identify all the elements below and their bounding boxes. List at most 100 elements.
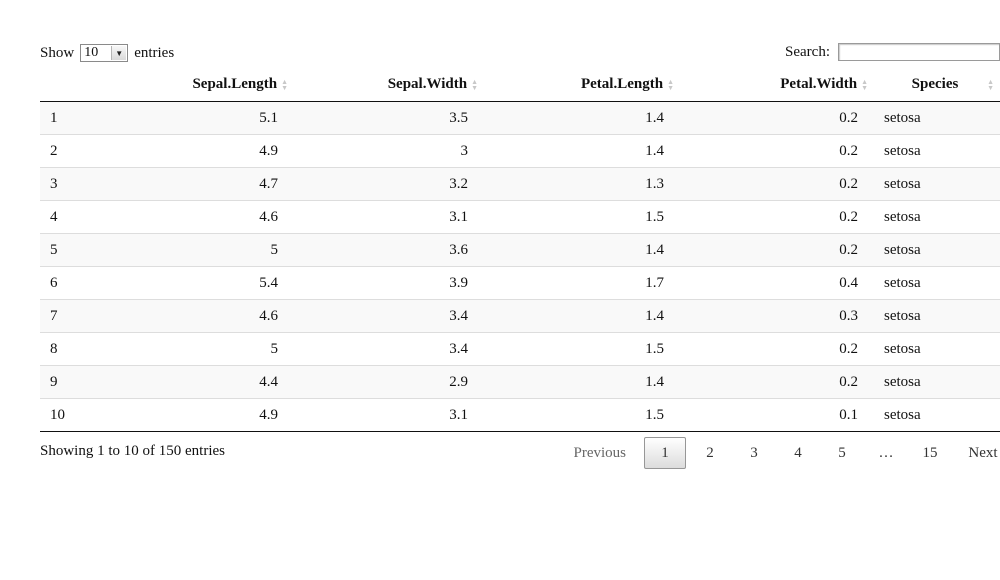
cell-species: setosa — [884, 109, 921, 126]
cell-sepal-length: 5 — [120, 233, 290, 267]
table-row: 8 5 3.4 1.5 0.2 setosa — [40, 332, 1000, 366]
cell-petal-width: 0.2 — [676, 167, 870, 201]
cell-species: setosa — [870, 134, 1000, 168]
cell-species: setosa — [870, 266, 1000, 300]
search-filter: Search: — [785, 40, 1000, 64]
page-button[interactable]: 4 — [794, 444, 802, 461]
cell-species: setosa — [870, 332, 1000, 366]
cell-petal-length: 1.4 — [645, 109, 664, 126]
cell-species: setosa — [870, 299, 1000, 333]
column-header-species[interactable]: Species ▲ ▼ — [870, 68, 1000, 102]
table-info: Showing 1 to 10 of 150 entries — [40, 443, 225, 459]
cell-petal-width: 0.2 — [676, 134, 870, 168]
search-input[interactable] — [838, 43, 1000, 61]
cell-index: 1 — [50, 109, 58, 126]
page-button[interactable]: 2 — [706, 444, 714, 461]
table-row: 4 4.6 3.1 1.5 0.2 setosa — [40, 200, 1000, 234]
cell-petal-width: 0.2 — [676, 365, 870, 399]
table-row: 2 4.9 3 1.4 0.2 setosa — [40, 134, 1000, 168]
cell-sepal-width: 3.6 — [290, 233, 480, 267]
cell-sepal-length: 5 — [120, 332, 290, 366]
cell-petal-length: 1.7 — [480, 266, 676, 300]
page-button[interactable]: 3 — [750, 444, 758, 461]
cell-index: 7 — [40, 299, 120, 333]
cell-species: setosa — [870, 398, 1000, 432]
previous-button[interactable]: Previous — [573, 444, 627, 461]
column-header-petal-width[interactable]: Petal.Width ▲ ▼ — [676, 68, 870, 102]
page-button-current[interactable]: 1 — [644, 437, 686, 469]
cell-petal-length: 1.5 — [480, 398, 676, 432]
header-row: Sepal.Length ▲ ▼ Sepal.Width ▲ ▼ Petal.Lengt… — [40, 68, 1000, 102]
column-header-sepal-length[interactable]: Sepal.Length ▲ ▼ — [120, 68, 290, 102]
sort-both-icon: ▲ ▼ — [281, 77, 288, 92]
cell-sepal-width: 3.5 — [449, 109, 468, 126]
cell-index: 4 — [40, 200, 120, 234]
cell-sepal-length: 5.1 — [259, 109, 278, 126]
entries-label: entries — [134, 44, 175, 61]
table-row: 3 4.7 3.2 1.3 0.2 setosa — [40, 167, 1000, 201]
cell-petal-width: 0.2 — [676, 332, 870, 366]
column-header-petal-length[interactable]: Petal.Length ▲ ▼ — [480, 68, 676, 102]
data-table: Sepal.Length ▲ ▼ Sepal.Width ▲ ▼ Petal.Lengt… — [40, 68, 1000, 432]
cell-index: 6 — [40, 266, 120, 300]
column-header-sepal-width[interactable]: Sepal.Width ▲ ▼ — [290, 68, 480, 102]
search-label: Search: — [785, 43, 830, 60]
cell-index: 9 — [40, 365, 120, 399]
cell-sepal-width: 3.4 — [290, 299, 480, 333]
cell-petal-width: 0.2 — [839, 109, 858, 126]
cell-petal-width: 0.4 — [676, 266, 870, 300]
table-row: 1 5.1 3.5 1.4 0.2 setosa — [40, 101, 1000, 135]
cell-petal-length: 1.4 — [480, 134, 676, 168]
cell-petal-length: 1.3 — [480, 167, 676, 201]
cell-sepal-length: 4.4 — [120, 365, 290, 399]
cell-sepal-length: 4.9 — [120, 134, 290, 168]
cell-sepal-width: 3.1 — [290, 398, 480, 432]
cell-sepal-width: 3.2 — [290, 167, 480, 201]
show-label: Show — [40, 44, 75, 61]
cell-sepal-length: 4.9 — [120, 398, 290, 432]
sort-both-icon: ▲ ▼ — [667, 77, 674, 92]
pagination-ellipsis: … — [878, 444, 894, 461]
table-row: 9 4.4 2.9 1.4 0.2 setosa — [40, 365, 1000, 399]
cell-species: setosa — [870, 233, 1000, 267]
table-row: 10 4.9 3.1 1.5 0.1 setosa — [40, 398, 1000, 432]
next-button[interactable]: Next — [968, 444, 998, 461]
table-row: 7 4.6 3.4 1.4 0.3 setosa — [40, 299, 1000, 333]
cell-index: 8 — [40, 332, 120, 366]
cell-species: setosa — [870, 200, 1000, 234]
cell-petal-width: 0.2 — [676, 233, 870, 267]
column-header-index — [40, 68, 120, 102]
cell-index: 2 — [40, 134, 120, 168]
cell-sepal-width: 3 — [290, 134, 480, 168]
length-menu: Show 10 ▼ entries — [40, 42, 174, 64]
cell-petal-length: 1.4 — [480, 365, 676, 399]
table-row: 5 5 3.6 1.4 0.2 setosa — [40, 233, 1000, 267]
cell-petal-length: 1.5 — [480, 200, 676, 234]
cell-petal-length: 1.5 — [480, 332, 676, 366]
cell-petal-width: 0.3 — [676, 299, 870, 333]
cell-petal-width: 0.2 — [676, 200, 870, 234]
cell-sepal-length: 4.6 — [120, 200, 290, 234]
cell-sepal-length: 5.4 — [120, 266, 290, 300]
cell-species: setosa — [870, 365, 1000, 399]
cell-sepal-width: 3.4 — [290, 332, 480, 366]
cell-index: 10 — [40, 398, 120, 432]
cell-sepal-length: 4.6 — [120, 299, 290, 333]
cell-species: setosa — [870, 167, 1000, 201]
cell-petal-width: 0.1 — [676, 398, 870, 432]
dropdown-arrow-icon[interactable]: ▼ — [111, 46, 127, 60]
page-button[interactable]: 5 — [838, 444, 846, 461]
cell-petal-length: 1.4 — [480, 299, 676, 333]
sort-both-icon: ▲ ▼ — [987, 77, 994, 92]
page-button-last[interactable]: 15 — [922, 444, 938, 461]
cell-index: 3 — [40, 167, 120, 201]
cell-sepal-width: 3.9 — [290, 266, 480, 300]
entries-select[interactable]: 10 ▼ — [80, 44, 129, 62]
sort-both-icon: ▲ ▼ — [471, 77, 478, 92]
entries-select-value: 10 — [84, 45, 99, 60]
cell-index: 5 — [40, 233, 120, 267]
cell-sepal-width: 2.9 — [290, 365, 480, 399]
cell-sepal-width: 3.1 — [290, 200, 480, 234]
table-row: 6 5.4 3.9 1.7 0.4 setosa — [40, 266, 1000, 300]
sort-both-icon: ▲ ▼ — [861, 77, 868, 92]
